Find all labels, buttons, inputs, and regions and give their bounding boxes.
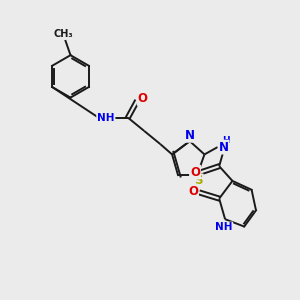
Text: N: N [185,129,195,142]
Text: S: S [194,174,203,188]
Text: NH: NH [97,112,115,123]
Text: NH: NH [215,222,232,233]
Text: CH₃: CH₃ [53,29,73,39]
Text: O: O [188,185,198,198]
Text: N: N [219,141,229,154]
Text: O: O [190,166,200,178]
Text: O: O [138,92,148,105]
Text: H: H [222,136,230,145]
